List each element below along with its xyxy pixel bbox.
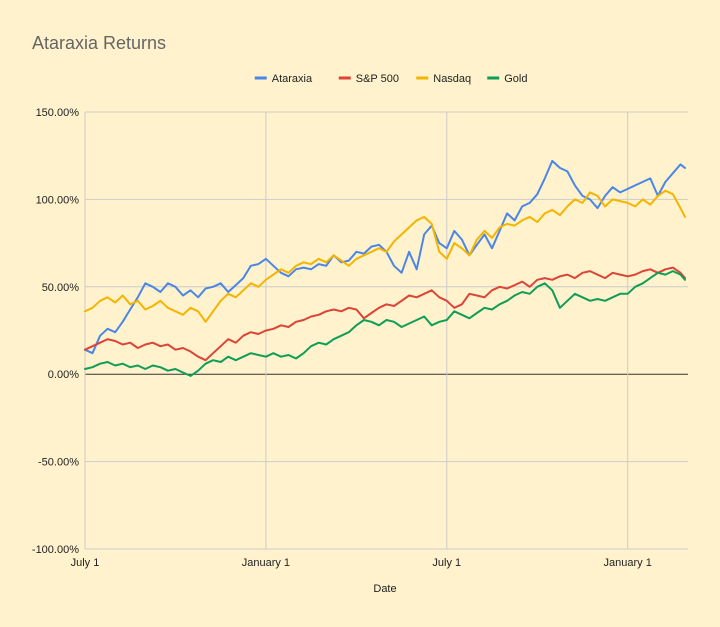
y-tick-label: -100.00%	[32, 544, 79, 556]
gridlines	[84, 111, 688, 550]
legend-label: Gold	[504, 73, 527, 85]
legend-label: Nasdaq	[433, 73, 471, 85]
series-line-nasdaq	[84, 189, 686, 323]
series-lines	[84, 159, 686, 377]
series-line-gold	[84, 270, 686, 377]
chart-title: Ataraxia Returns	[32, 33, 166, 53]
x-tick-label: July 1	[432, 557, 461, 569]
series-line-s-p-500	[84, 266, 686, 362]
series-line-ataraxia	[84, 159, 686, 355]
y-tick-label: 100.00%	[36, 194, 80, 206]
y-axis-ticks: 150.00% 100.00% 50.00% 0.00% -50.00% -100.00%	[32, 107, 79, 556]
y-tick-label: 50.00%	[42, 282, 80, 294]
x-tick-label: July 1	[71, 557, 100, 569]
x-axis-ticks: July 1 January 1 July 1 January 1	[71, 557, 652, 569]
legend-label: S&P 500	[356, 73, 399, 85]
legend: Ataraxia S&P 500 Nasdaq Gold	[254, 73, 528, 85]
legend-label: Ataraxia	[272, 73, 313, 85]
y-tick-label: 0.00%	[48, 369, 79, 381]
x-axis-label: Date	[373, 583, 396, 595]
x-tick-label: January 1	[604, 557, 652, 569]
y-tick-label: -50.00%	[38, 457, 79, 469]
x-tick-label: January 1	[242, 557, 290, 569]
y-tick-label: 150.00%	[36, 107, 80, 119]
